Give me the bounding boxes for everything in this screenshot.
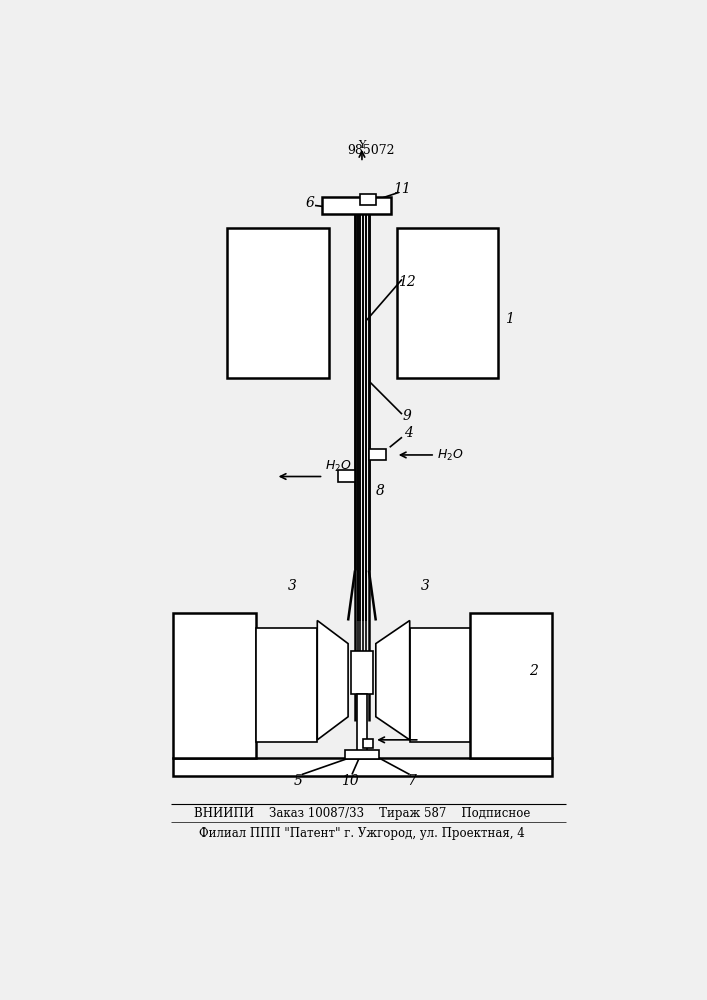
Bar <box>357 570 366 620</box>
Text: 3: 3 <box>421 579 430 593</box>
Bar <box>357 694 366 758</box>
Text: 1: 1 <box>505 312 513 326</box>
Text: $H_2O$: $H_2O$ <box>438 447 464 462</box>
Bar <box>322 197 391 214</box>
Text: 12: 12 <box>398 275 416 289</box>
Bar <box>227 228 329 378</box>
Text: Y: Y <box>358 140 366 150</box>
Bar <box>369 449 386 460</box>
Bar <box>397 228 498 378</box>
Text: $H_2O$: $H_2O$ <box>325 459 351 474</box>
Text: 2: 2 <box>530 664 538 678</box>
Text: Филиал ППП "Патент" г. Ужгород, ул. Проектная, 4: Филиал ППП "Патент" г. Ужгород, ул. Прое… <box>199 827 525 840</box>
Text: 6: 6 <box>306 196 315 210</box>
Text: 11: 11 <box>393 182 411 196</box>
Bar <box>351 651 373 694</box>
Text: 985072: 985072 <box>347 144 395 157</box>
Text: 7: 7 <box>407 774 416 788</box>
Bar <box>173 758 552 776</box>
Bar <box>354 197 370 570</box>
Text: 8: 8 <box>376 484 385 498</box>
Bar <box>361 194 376 205</box>
Text: 5: 5 <box>293 774 303 788</box>
Text: ВНИИПИ    Заказ 10087/33    Тираж 587    Подписное: ВНИИПИ Заказ 10087/33 Тираж 587 Подписно… <box>194 806 530 820</box>
Bar <box>338 470 355 482</box>
Bar <box>469 613 552 758</box>
Text: 9: 9 <box>402 409 411 423</box>
Bar <box>409 628 469 742</box>
Polygon shape <box>317 620 348 740</box>
Bar <box>345 750 379 759</box>
Bar <box>363 739 373 748</box>
Bar <box>173 613 256 758</box>
Polygon shape <box>376 620 409 740</box>
Text: 4: 4 <box>404 426 413 440</box>
Text: 3: 3 <box>288 579 296 593</box>
Bar <box>256 628 317 742</box>
Text: 10: 10 <box>341 774 359 788</box>
